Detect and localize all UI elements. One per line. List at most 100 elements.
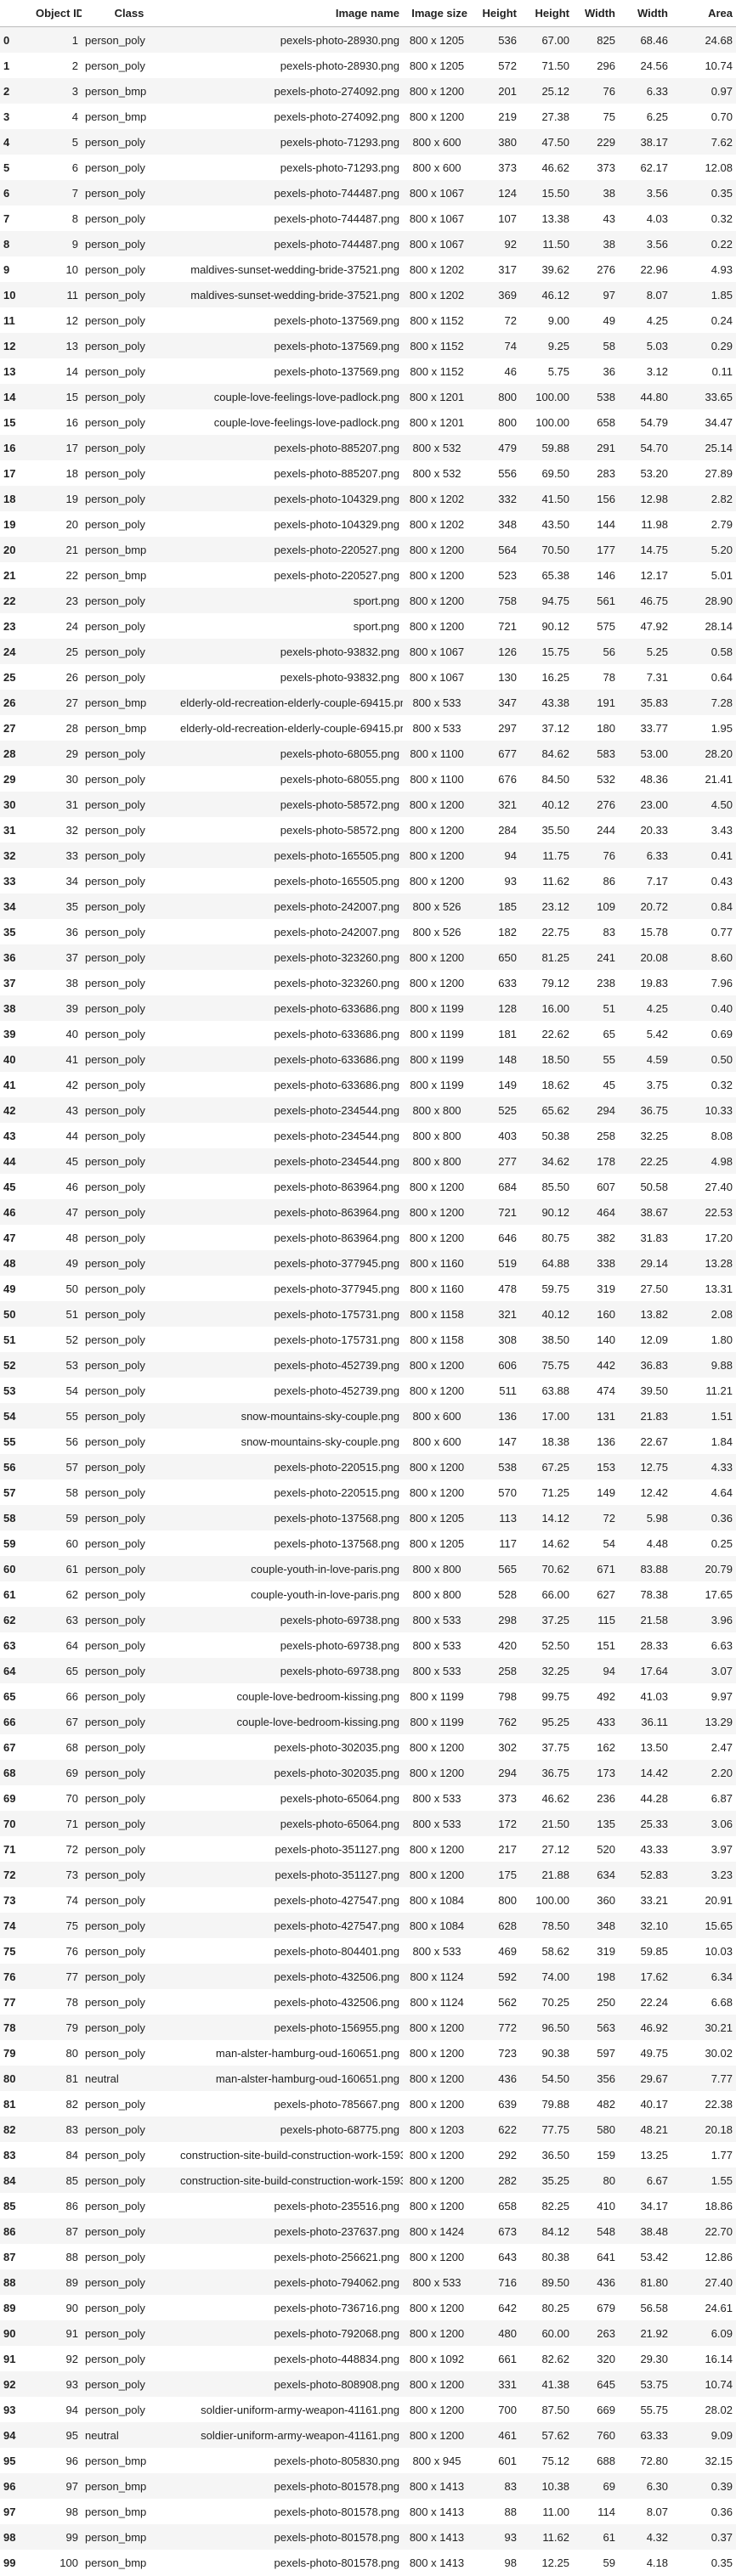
cell-height-px: 117 [471,1530,520,1556]
cell-area: 13.29 [671,1709,736,1734]
table-row: 31 32 person_poly pexels-photo-58572.png 800… [0,817,736,843]
cell-height-pct: 9.00 [520,307,573,333]
cell-height-px: 321 [471,1301,520,1327]
cell-width-pct: 38.48 [619,2218,671,2244]
cell-class: person_poly [82,1785,177,1811]
cell-image-name: pexels-photo-137569.png [177,307,403,333]
cell-width-px: 669 [573,2397,619,2422]
cell-object-id: 65 [32,1658,82,1683]
cell-height-pct: 100.00 [520,384,573,409]
cell-area: 5.01 [671,562,736,588]
cell-area: 12.86 [671,2244,736,2269]
table-row: 19 20 person_poly pexels-photo-104329.png 80… [0,511,736,537]
cell-width-px: 38 [573,180,619,206]
cell-index: 29 [0,766,32,792]
cell-width-pct: 29.30 [619,2346,671,2371]
cell-width-px: 135 [573,1811,619,1836]
cell-area: 0.64 [671,664,736,690]
cell-object-id: 37 [32,944,82,970]
cell-image-name: pexels-photo-235516.png [177,2193,403,2218]
cell-image-name: pexels-photo-801578.png [177,2499,403,2524]
cell-width-pct: 53.75 [619,2371,671,2397]
cell-class: person_poly [82,26,177,53]
cell-height-pct: 82.62 [520,2346,573,2371]
cell-height-pct: 100.00 [520,409,573,435]
cell-class: person_poly [82,1123,177,1148]
cell-image-name: pexels-photo-801578.png [177,2550,403,2575]
cell-area: 1.55 [671,2167,736,2193]
cell-height-px: 149 [471,1072,520,1097]
cell-index: 60 [0,1556,32,1581]
cell-area: 33.65 [671,384,736,409]
cell-area: 17.65 [671,1581,736,1607]
cell-image-size: 800 x 800 [403,1148,471,1174]
cell-index: 53 [0,1378,32,1403]
cell-area: 1.51 [671,1403,736,1429]
cell-class: person_poly [82,1403,177,1429]
cell-width-pct: 33.21 [619,1887,671,1913]
cell-image-name: couple-youth-in-love-paris.png [177,1556,403,1581]
cell-image-name: pexels-photo-68775.png [177,2117,403,2142]
cell-height-pct: 64.88 [520,1250,573,1276]
cell-image-name: elderly-old-recreation-elderly-couple-69… [177,715,403,741]
cell-object-id: 97 [32,2473,82,2499]
table-row: 81 82 person_poly pexels-photo-785667.png 80… [0,2091,736,2117]
cell-area: 5.20 [671,537,736,562]
cell-class: person_poly [82,1097,177,1123]
cell-image-size: 800 x 1200 [403,588,471,613]
cell-object-id: 17 [32,435,82,460]
cell-width-pct: 49.75 [619,2040,671,2066]
cell-image-size: 800 x 1200 [403,843,471,868]
cell-index: 68 [0,1760,32,1785]
cell-width-px: 382 [573,1225,619,1250]
table-row: 83 84 person_poly construction-site-build-c… [0,2142,736,2167]
cell-width-px: 153 [573,1454,619,1480]
table-row: 88 89 person_poly pexels-photo-794062.png 80… [0,2269,736,2295]
cell-height-px: 317 [471,256,520,282]
cell-index: 27 [0,715,32,741]
cell-image-size: 800 x 1067 [403,180,471,206]
cell-class: person_poly [82,2040,177,2066]
cell-object-id: 45 [32,1148,82,1174]
cell-object-id: 47 [32,1199,82,1225]
cell-width-px: 373 [573,155,619,180]
cell-width-px: 319 [573,1938,619,1964]
cell-width-px: 94 [573,1658,619,1683]
cell-index: 40 [0,1046,32,1072]
cell-width-pct: 12.75 [619,1454,671,1480]
cell-height-pct: 75.12 [520,2448,573,2473]
cell-index: 83 [0,2142,32,2167]
table-row: 58 59 person_poly pexels-photo-137568.png 80… [0,1505,736,1530]
cell-height-pct: 46.62 [520,155,573,180]
cell-height-pct: 79.88 [520,2091,573,2117]
cell-height-px: 642 [471,2295,520,2320]
cell-height-px: 136 [471,1403,520,1429]
cell-height-pct: 70.25 [520,1989,573,2015]
cell-index: 12 [0,333,32,358]
cell-object-id: 58 [32,1480,82,1505]
cell-width-pct: 50.58 [619,1174,671,1199]
cell-class: person_poly [82,741,177,766]
cell-class: person_poly [82,1964,177,1989]
cell-height-px: 650 [471,944,520,970]
cell-class: person_poly [82,1811,177,1836]
cell-class: person_poly [82,1454,177,1480]
cell-height-pct: 16.00 [520,995,573,1021]
cell-width-pct: 31.83 [619,1225,671,1250]
cell-image-name: pexels-photo-69738.png [177,1658,403,1683]
cell-height-px: 700 [471,2397,520,2422]
cell-object-id: 21 [32,537,82,562]
cell-class: person_bmp [82,690,177,715]
cell-index: 85 [0,2193,32,2218]
table-row: 96 97 person_bmp pexels-photo-801578.png 800… [0,2473,736,2499]
cell-width-pct: 25.33 [619,1811,671,1836]
column-header-width-pct: Width [619,0,671,27]
cell-class: person_poly [82,613,177,639]
cell-image-name: pexels-photo-302035.png [177,1734,403,1760]
cell-index: 51 [0,1327,32,1352]
table-row: 76 77 person_poly pexels-photo-432506.png 80… [0,1964,736,1989]
cell-index: 24 [0,639,32,664]
table-row: 97 98 person_bmp pexels-photo-801578.png 800… [0,2499,736,2524]
cell-width-px: 59 [573,2550,619,2575]
cell-height-pct: 90.12 [520,1199,573,1225]
